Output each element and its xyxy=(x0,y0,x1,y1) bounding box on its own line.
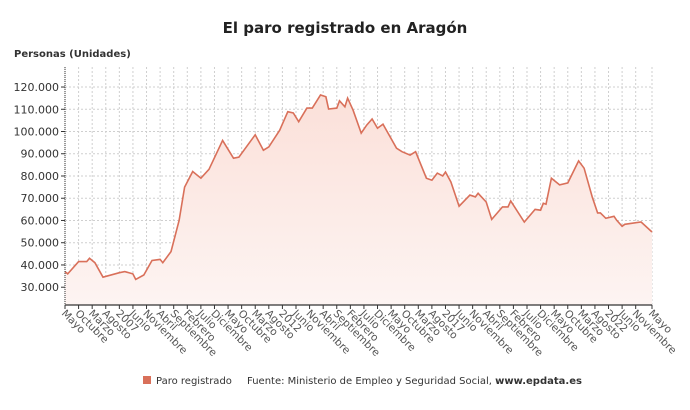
y-tick-label: 30.000 xyxy=(21,281,60,294)
x-tick-labels: MayoOctubreMarzoAgosto2007JunioNoviembre… xyxy=(59,307,679,359)
legend-swatch xyxy=(143,376,151,384)
source-label: Fuente: Ministerio de Empleo y Seguridad… xyxy=(247,376,495,387)
y-tick-label: 110.000 xyxy=(14,103,60,116)
legend-label: Paro registrado xyxy=(156,376,232,387)
y-tick-label: 40.000 xyxy=(21,259,60,272)
y-tick-label: 50.000 xyxy=(21,237,60,250)
y-tick-labels: 30.000 40.000 50.000 60.000 70.000 80.000 90.0… xyxy=(14,81,60,294)
series-line xyxy=(64,94,653,281)
source-link[interactable]: www.epdata.es xyxy=(495,376,582,387)
y-tick-label: 120.000 xyxy=(14,81,60,94)
chart-title: El paro registrado en Aragón xyxy=(223,19,468,37)
y-axis-label: Personas (Unidades) xyxy=(14,49,131,60)
y-tick-label: 90.000 xyxy=(21,148,60,161)
y-tick-label: 60.000 xyxy=(21,214,60,227)
y-tick-label: 70.000 xyxy=(21,192,60,205)
series-area xyxy=(65,95,652,305)
axes xyxy=(61,67,653,309)
y-tick-label: 100.000 xyxy=(14,126,60,139)
source-text: Fuente: Ministerio de Empleo y Seguridad… xyxy=(247,376,582,387)
y-tick-label: 80.000 xyxy=(21,170,60,183)
